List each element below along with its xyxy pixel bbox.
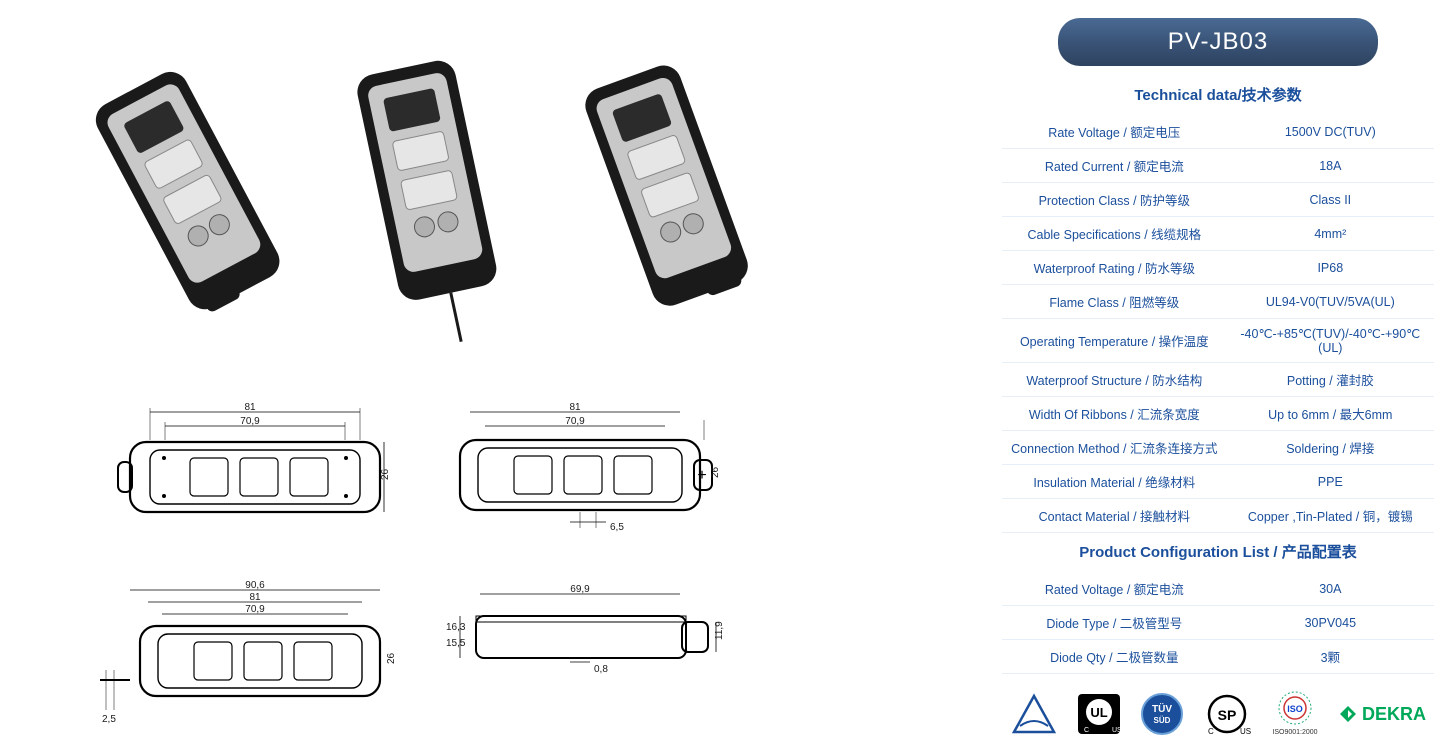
table-row: Contact Material / 接触材料Copper ,Tin-Plate… — [1002, 499, 1434, 533]
svg-text:C: C — [1084, 727, 1089, 734]
tuv-badge — [1010, 692, 1058, 736]
dim-w2: 70,9 — [565, 416, 585, 427]
dim-h: 26 — [710, 466, 720, 478]
product-render-3 — [560, 45, 780, 345]
left-panel: 81 70,9 26 — [80, 30, 840, 710]
svg-text:US: US — [1240, 727, 1251, 736]
table-row: Waterproof Structure / 防水结构Potting / 灌封胶 — [1002, 363, 1434, 397]
table-row: Operating Temperature / 操作温度-40℃-+85℃(TU… — [1002, 319, 1434, 363]
spec-value: IP68 — [1227, 251, 1434, 285]
table-row: Rated Voltage / 额定电流30A — [1002, 572, 1434, 606]
svg-text:SP: SP — [1218, 707, 1237, 723]
dekra-badge: DEKRA — [1338, 692, 1426, 736]
drawing-bottom-left: 90,6 81 70,9 2,5 26 — [100, 580, 400, 730]
spec-label: Flame Class / 阻燃等级 — [1002, 285, 1227, 319]
spec-label: Waterproof Structure / 防水结构 — [1002, 363, 1227, 397]
spec-value: 30A — [1227, 572, 1434, 606]
spec-label: Contact Material / 接触材料 — [1002, 499, 1227, 533]
table-row: Diode Qty / 二极管数量3颗 — [1002, 640, 1434, 674]
spec-value: PPE — [1227, 465, 1434, 499]
tuv-sud-badge: TÜV SÜD — [1140, 692, 1184, 736]
svg-text:US: US — [1112, 727, 1122, 734]
dim-w: 69,9 — [570, 584, 590, 595]
spec-label: Rated Current / 额定电流 — [1002, 149, 1227, 183]
dim-h: 26 — [380, 468, 390, 480]
product-render-1 — [80, 45, 300, 345]
svg-text:UL: UL — [1090, 705, 1107, 720]
engineering-drawings: 81 70,9 26 — [80, 400, 840, 730]
spec-label: Diode Qty / 二极管数量 — [1002, 640, 1227, 674]
svg-text:ISO9001:2000: ISO9001:2000 — [1272, 729, 1317, 736]
spec-value: 3颗 — [1227, 640, 1434, 674]
config-list-title: Product Configuration List / 产品配置表 — [1002, 541, 1434, 562]
table-row: Flame Class / 阻燃等级UL94-V0(TUV/5VA(UL) — [1002, 285, 1434, 319]
spec-value: Up to 6mm / 最大6mm — [1227, 397, 1434, 431]
spec-label: Operating Temperature / 操作温度 — [1002, 319, 1227, 363]
spec-label: Rated Voltage / 额定电流 — [1002, 572, 1227, 606]
spec-label: Diode Type / 二极管型号 — [1002, 606, 1227, 640]
tech-spec-table: Rate Voltage / 额定电压1500V DC(TUV)Rated Cu… — [1002, 115, 1434, 533]
table-row: Diode Type / 二极管型号30PV045 — [1002, 606, 1434, 640]
spec-value: -40℃-+85℃(TUV)/-40℃-+90℃(UL) — [1227, 319, 1434, 363]
dim-h: 26 — [386, 652, 397, 664]
dim-w1: 81 — [569, 402, 581, 413]
dim-w2: 81 — [249, 592, 261, 603]
dim-gap: 6,5 — [610, 522, 624, 533]
table-row: Rated Current / 额定电流18A — [1002, 149, 1434, 183]
drawing-top-left: 81 70,9 26 — [100, 400, 390, 540]
spec-label: Connection Method / 汇流条连接方式 — [1002, 431, 1227, 465]
svg-text:TÜV: TÜV — [1152, 702, 1172, 715]
spec-value: 4mm² — [1227, 217, 1434, 251]
product-render-2 — [320, 45, 540, 345]
table-row: Connection Method / 汇流条连接方式Soldering / 焊… — [1002, 431, 1434, 465]
drawing-top-right: 81 70,9 + 6,5 26 — [430, 400, 720, 540]
dim-h2: 15,5 — [446, 638, 466, 649]
certification-row: UL C US TÜV SÜD SP C US — [1002, 692, 1434, 736]
table-row: Width Of Ribbons / 汇流条宽度Up to 6mm / 最大6m… — [1002, 397, 1434, 431]
iso-badge: ISO ISO9001:2000 — [1270, 692, 1320, 736]
spec-value: 1500V DC(TUV) — [1227, 115, 1434, 149]
right-panel: PV-JB03 Technical data/技术参数 Rate Voltage… — [1002, 18, 1434, 736]
svg-text:ISO: ISO — [1287, 704, 1303, 714]
dim-h4: 11,9 — [714, 621, 725, 640]
table-row: Protection Class / 防护等级Class II — [1002, 183, 1434, 217]
spec-label: Rate Voltage / 额定电压 — [1002, 115, 1227, 149]
spec-label: Cable Specifications / 线缆规格 — [1002, 217, 1227, 251]
table-row: Insulation Material / 绝缘材料PPE — [1002, 465, 1434, 499]
spec-value: Class II — [1227, 183, 1434, 217]
dim-h3: 0,8 — [594, 664, 608, 675]
table-row: Rate Voltage / 额定电压1500V DC(TUV) — [1002, 115, 1434, 149]
spec-value: UL94-V0(TUV/5VA(UL) — [1227, 285, 1434, 319]
csa-badge: SP C US — [1202, 692, 1252, 736]
product-render-row — [80, 30, 840, 360]
table-row: Waterproof Rating / 防水等级IP68 — [1002, 251, 1434, 285]
dim-w2: 70,9 — [240, 416, 260, 427]
dim-w1: 90,6 — [245, 580, 265, 591]
spec-value: 30PV045 — [1227, 606, 1434, 640]
dekra-text: DEKRA — [1362, 704, 1426, 725]
table-row: Cable Specifications / 线缆规格4mm² — [1002, 217, 1434, 251]
spec-value: 18A — [1227, 149, 1434, 183]
drawing-bottom-right: 69,9 16,3 15,5 0,8 11,9 — [440, 580, 730, 730]
config-spec-table: Rated Voltage / 额定电流30ADiode Type / 二极管型… — [1002, 572, 1434, 674]
product-model-pill: PV-JB03 — [1058, 18, 1378, 66]
spec-value: Potting / 灌封胶 — [1227, 363, 1434, 397]
tech-data-title: Technical data/技术参数 — [1002, 84, 1434, 105]
ul-badge: UL C US — [1076, 692, 1122, 736]
dim-w1: 81 — [244, 402, 256, 413]
dim-w3: 70,9 — [245, 604, 265, 615]
spec-value: Soldering / 焊接 — [1227, 431, 1434, 465]
svg-text:+: + — [697, 467, 706, 484]
dim-h1: 16,3 — [446, 622, 466, 633]
spec-label: Waterproof Rating / 防水等级 — [1002, 251, 1227, 285]
spec-label: Protection Class / 防护等级 — [1002, 183, 1227, 217]
svg-text:SÜD: SÜD — [1154, 716, 1171, 725]
spec-label: Insulation Material / 绝缘材料 — [1002, 465, 1227, 499]
dim-lead: 2,5 — [102, 714, 116, 725]
spec-value: Copper ,Tin-Plated / 铜，镀锡 — [1227, 499, 1434, 533]
svg-text:C: C — [1208, 727, 1214, 736]
spec-label: Width Of Ribbons / 汇流条宽度 — [1002, 397, 1227, 431]
